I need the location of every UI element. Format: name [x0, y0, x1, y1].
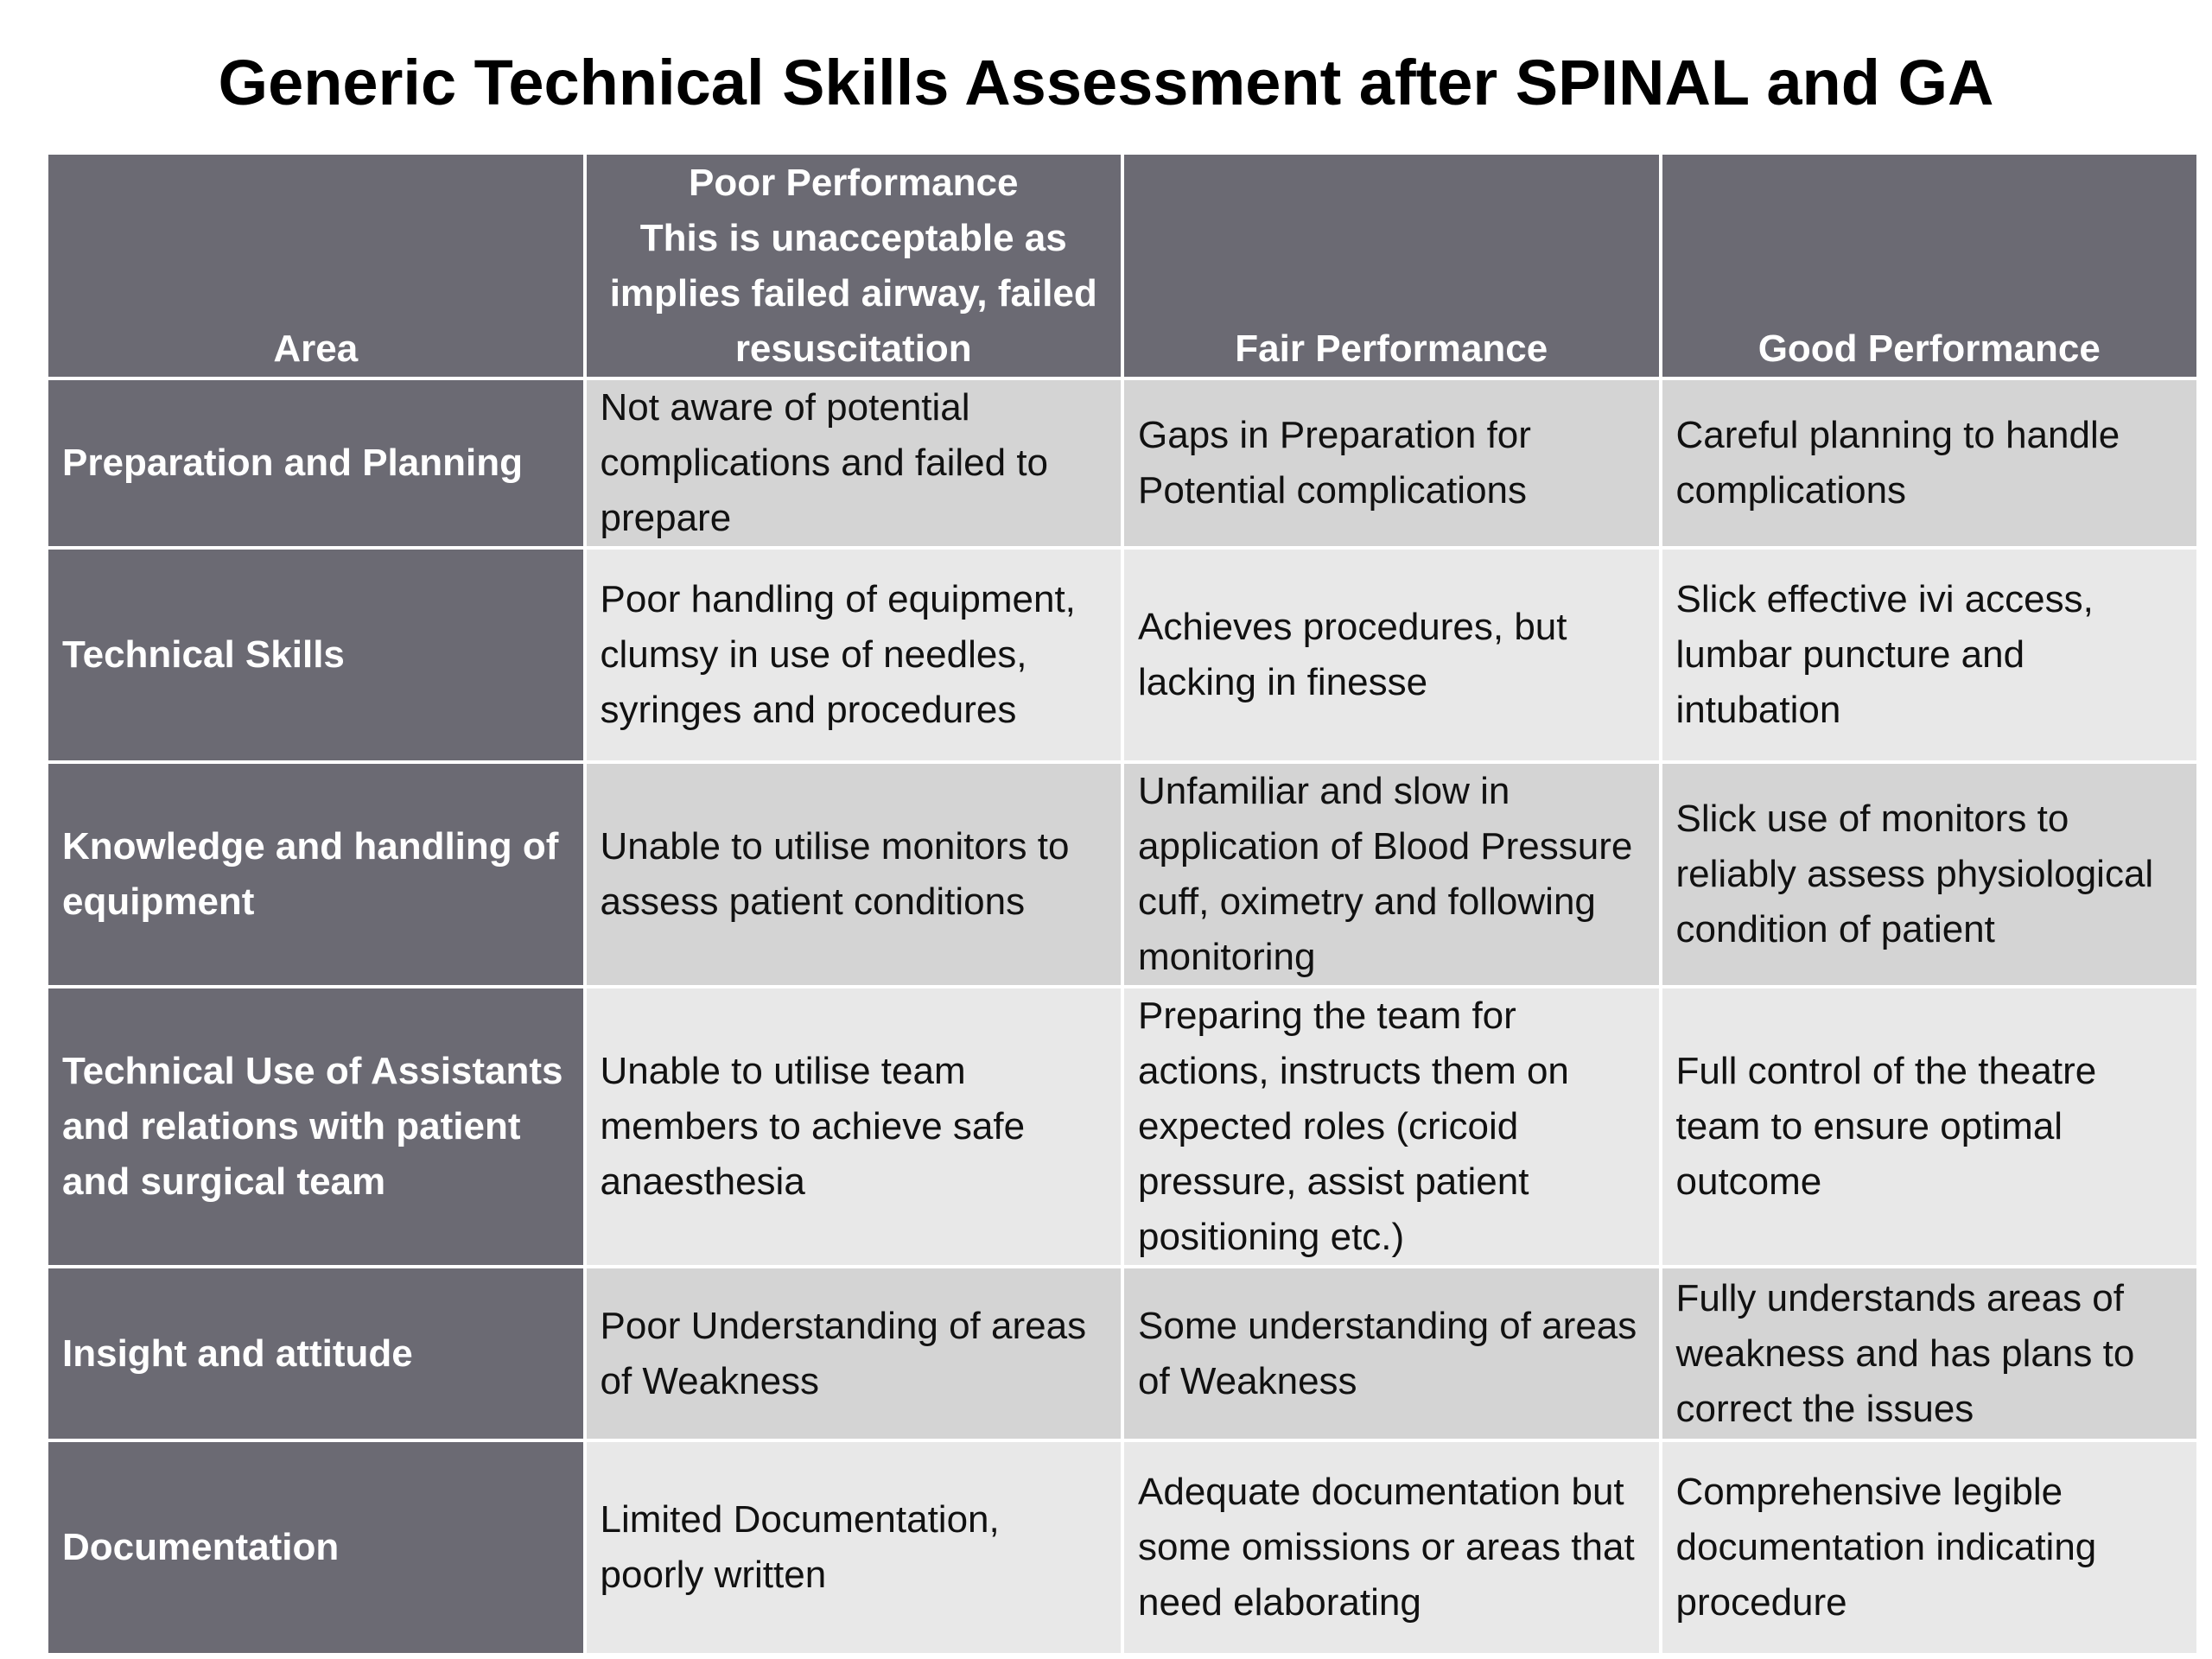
- header-poor-note: This is unacceptable as implies failed a…: [609, 217, 1097, 370]
- table-row: Technical Skills Poor handling of equipm…: [48, 550, 2196, 760]
- assessment-table: Area Poor Performance This is unacceptab…: [45, 151, 2200, 1656]
- row-poor-cell: Not aware of potential complications and…: [586, 380, 1121, 546]
- header-poor-title: Poor Performance: [689, 162, 1019, 204]
- row-good-cell: Careful planning to handle complications: [1662, 380, 2196, 546]
- row-fair-cell: Unfamiliar and slow in application of Bl…: [1124, 764, 1659, 985]
- row-poor-cell: Unable to utilise team members to achiev…: [586, 988, 1121, 1265]
- row-poor-cell: Poor handling of equipment, clumsy in us…: [586, 550, 1121, 760]
- row-area-label: Documentation: [48, 1442, 583, 1653]
- row-area-label: Technical Use of Assistants and relation…: [48, 988, 583, 1265]
- row-fair-cell: Adequate documentation but some omission…: [1124, 1442, 1659, 1653]
- row-area-label: Knowledge and handling of equipment: [48, 764, 583, 985]
- header-fair: Fair Performance: [1124, 155, 1659, 377]
- row-fair-cell: Gaps in Preparation for Potential compli…: [1124, 380, 1659, 546]
- header-poor: Poor Performance This is unacceptable as…: [586, 155, 1121, 377]
- row-fair-cell: Some understanding of areas of Weakness: [1124, 1268, 1659, 1439]
- table-row: Preparation and Planning Not aware of po…: [48, 380, 2196, 546]
- row-good-cell: Slick effective ivi access, lumbar punct…: [1662, 550, 2196, 760]
- table-row: Insight and attitude Poor Understanding …: [48, 1268, 2196, 1439]
- row-poor-cell: Limited Documentation, poorly written: [586, 1442, 1121, 1653]
- table-row: Documentation Limited Documentation, poo…: [48, 1442, 2196, 1653]
- row-good-cell: Comprehensive legible documentation indi…: [1662, 1442, 2196, 1653]
- header-good: Good Performance: [1662, 155, 2196, 377]
- page-title: Generic Technical Skills Assessment afte…: [218, 47, 1994, 118]
- row-area-label: Insight and attitude: [48, 1268, 583, 1439]
- table-row: Technical Use of Assistants and relation…: [48, 988, 2196, 1265]
- row-good-cell: Fully understands areas of weakness and …: [1662, 1268, 2196, 1439]
- row-good-cell: Full control of the theatre team to ensu…: [1662, 988, 2196, 1265]
- row-fair-cell: Achieves procedures, but lacking in fine…: [1124, 550, 1659, 760]
- row-poor-cell: Poor Understanding of areas of Weakness: [586, 1268, 1121, 1439]
- row-area-label: Preparation and Planning: [48, 380, 583, 546]
- row-poor-cell: Unable to utilise monitors to assess pat…: [586, 764, 1121, 985]
- row-fair-cell: Preparing the team for actions, instruct…: [1124, 988, 1659, 1265]
- row-good-cell: Slick use of monitors to reliably assess…: [1662, 764, 2196, 985]
- table-row: Knowledge and handling of equipment Unab…: [48, 764, 2196, 985]
- header-area: Area: [48, 155, 583, 377]
- header-row: Area Poor Performance This is unacceptab…: [48, 155, 2196, 377]
- row-area-label: Technical Skills: [48, 550, 583, 760]
